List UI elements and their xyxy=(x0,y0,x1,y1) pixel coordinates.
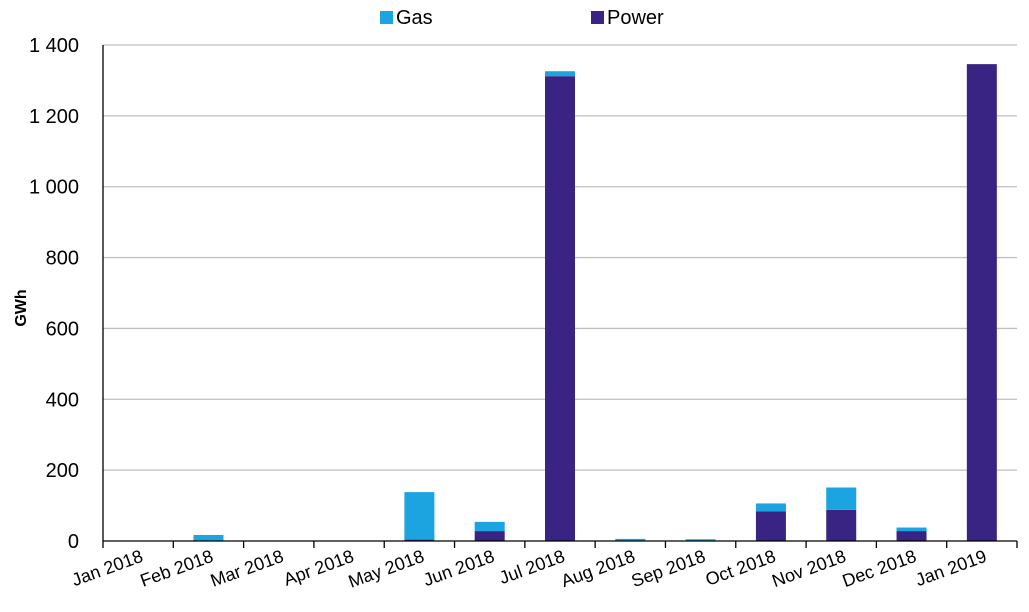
y-tick-label: 200 xyxy=(46,460,79,482)
x-tick-label: Dec 2018 xyxy=(840,546,919,591)
axes xyxy=(102,45,1018,548)
x-tick-label: Aug 2018 xyxy=(558,546,637,591)
y-tick-label: 800 xyxy=(46,248,79,270)
bar-power xyxy=(404,539,435,541)
x-tick-label: Sep 2018 xyxy=(629,546,708,591)
x-tick-label: Jun 2018 xyxy=(421,546,497,590)
x-tick-label: Feb 2018 xyxy=(138,546,216,591)
bar-power xyxy=(755,511,786,541)
bar-power xyxy=(474,531,505,541)
legend-swatch-power xyxy=(591,11,604,24)
y-tick-label: 0 xyxy=(68,531,79,553)
y-tick-label: 1 400 xyxy=(29,35,79,57)
bars xyxy=(193,64,997,542)
bar-gas xyxy=(615,538,646,541)
bar-power xyxy=(896,531,927,541)
x-tick-label: Apr 2018 xyxy=(281,546,356,590)
bar-gas xyxy=(896,527,927,532)
bar-power xyxy=(966,64,997,541)
x-tick-label: Jul 2018 xyxy=(497,546,568,588)
bar-gas xyxy=(685,539,716,541)
x-tick-label: May 2018 xyxy=(346,546,427,592)
x-tick-label: Oct 2018 xyxy=(703,546,778,590)
x-tick-label: Nov 2018 xyxy=(769,546,848,591)
x-tick-label: Jan 2018 xyxy=(69,546,145,590)
legend-swatch-gas xyxy=(380,11,393,24)
y-tick-label: 1 200 xyxy=(29,106,79,128)
legend-label-gas: Gas xyxy=(396,7,433,29)
y-axis-title: GWh xyxy=(13,289,30,326)
bar-gas xyxy=(545,71,575,77)
bar-gas xyxy=(826,487,857,510)
bar-power xyxy=(545,76,575,542)
bar-gas xyxy=(193,534,224,541)
x-tick-label: Jan 2019 xyxy=(913,546,989,590)
y-tick-label: 400 xyxy=(46,389,79,411)
bar-gas xyxy=(755,503,786,512)
bar-gas xyxy=(404,492,435,540)
y-tick-label: 1 000 xyxy=(29,177,79,199)
legend: Gas Power xyxy=(380,7,664,29)
bar-power xyxy=(826,509,857,541)
bar-gas xyxy=(474,521,505,532)
y-tick-label: 600 xyxy=(46,318,79,340)
legend-label-power: Power xyxy=(607,7,664,29)
x-tick-label: Mar 2018 xyxy=(208,546,286,591)
y-tick-labels: 0 200 400 600 800 1 000 1 200 1 400 xyxy=(29,35,79,553)
